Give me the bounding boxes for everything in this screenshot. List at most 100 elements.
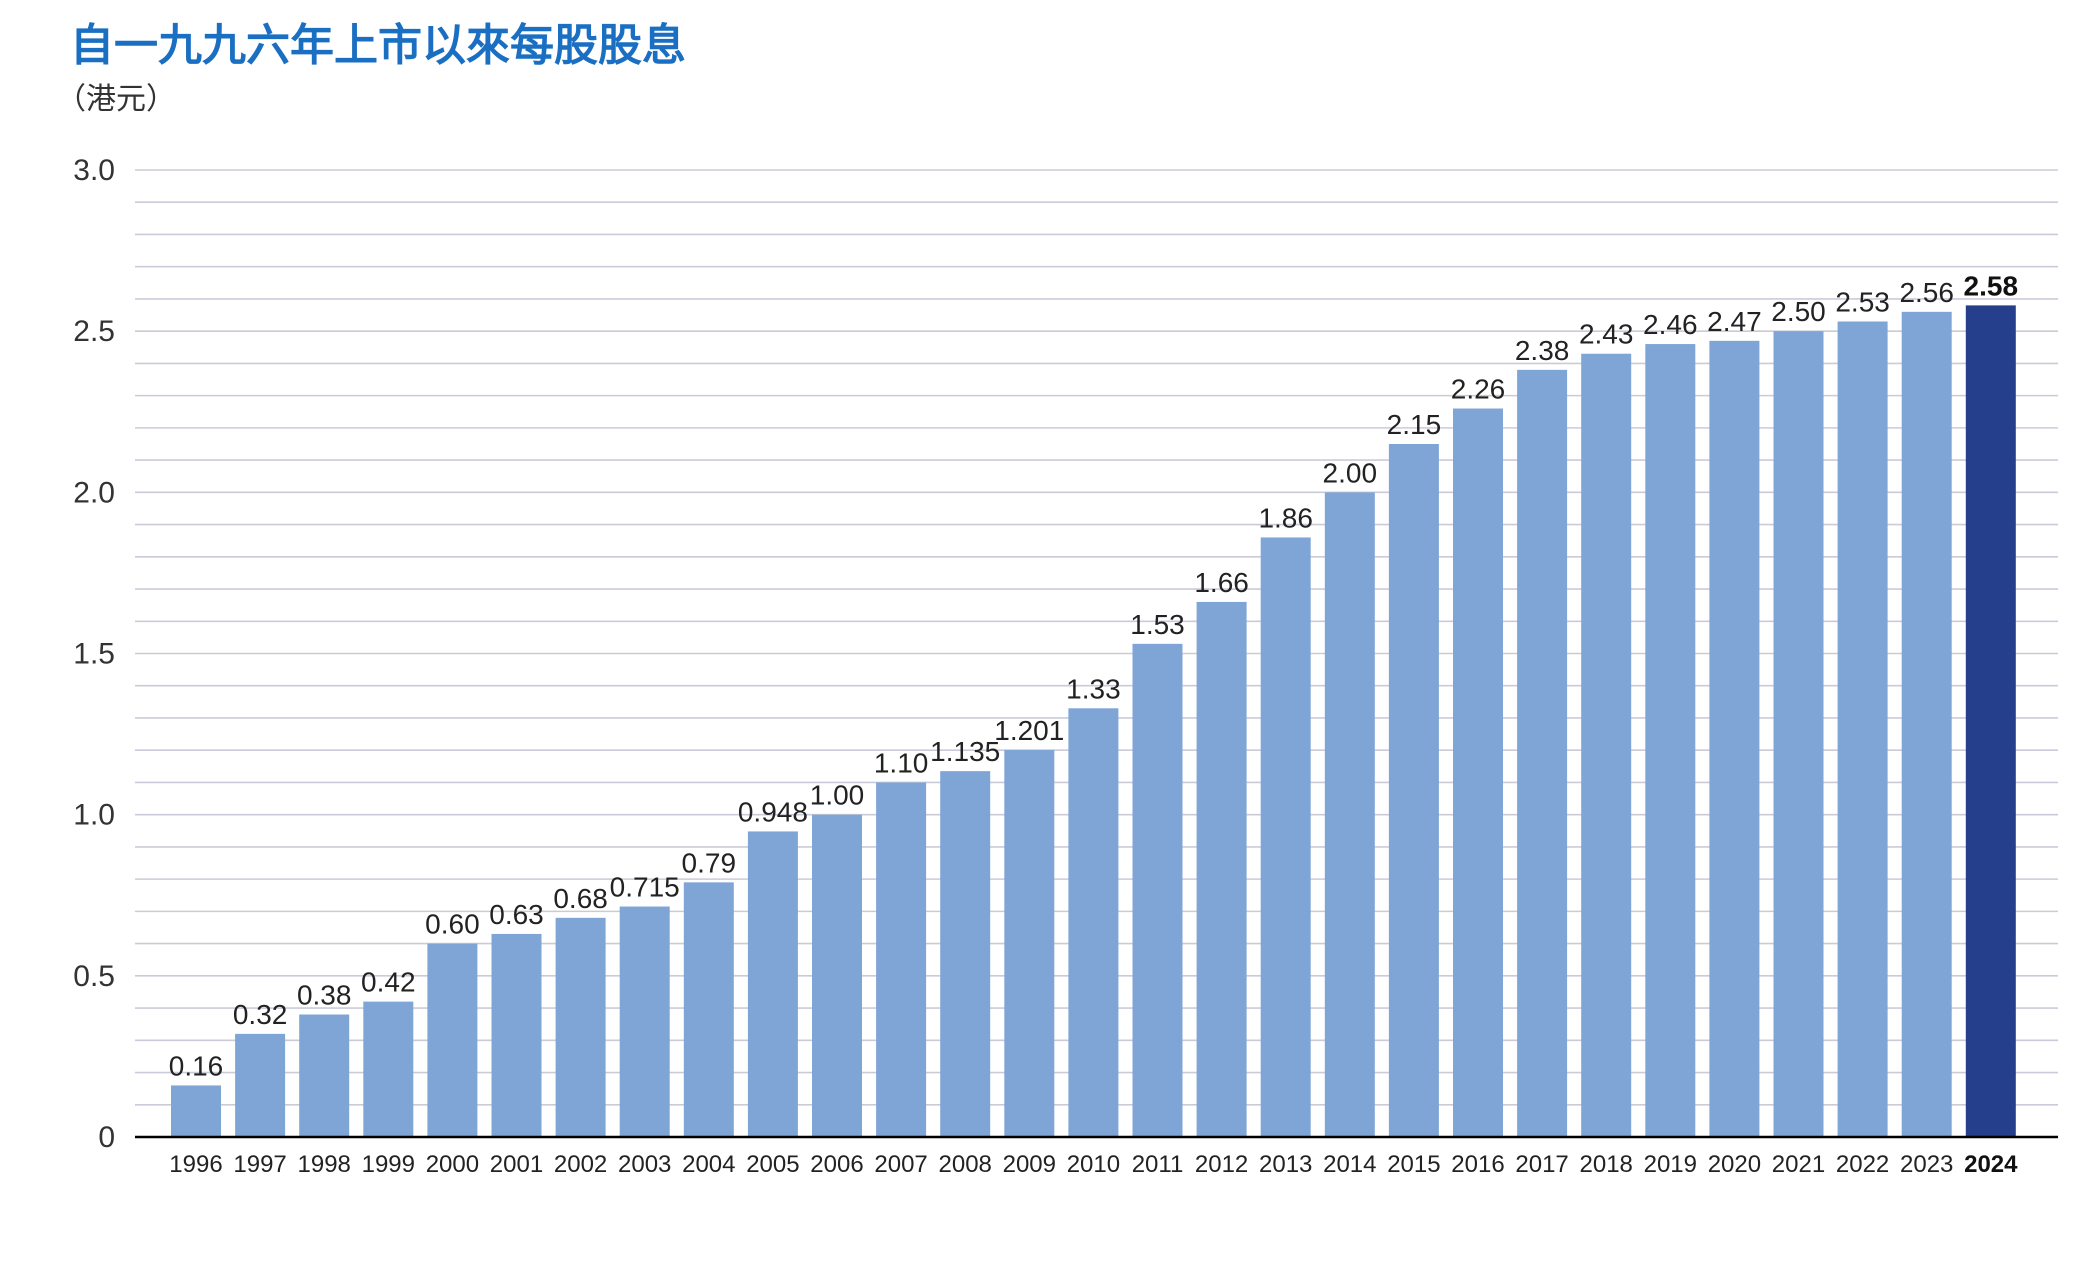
x-tick-label-1999: 1999 xyxy=(362,1151,415,1178)
bar-2016 xyxy=(1453,408,1503,1137)
x-tick-label-2021: 2021 xyxy=(1772,1151,1825,1178)
data-label-2009: 1.201 xyxy=(994,715,1064,746)
data-label-2004: 0.79 xyxy=(682,847,737,878)
data-label-1997: 0.32 xyxy=(233,999,288,1030)
bar-2013 xyxy=(1260,537,1311,1137)
x-tick-label-2006: 2006 xyxy=(810,1151,863,1178)
x-tick-label-2003: 2003 xyxy=(618,1151,671,1178)
data-label-2017: 2.38 xyxy=(1515,335,1570,366)
data-label-1999: 0.42 xyxy=(361,967,416,998)
bar-2004 xyxy=(683,882,734,1137)
data-label-1996: 0.16 xyxy=(169,1050,224,1081)
bar-2003 xyxy=(619,906,670,1137)
bar-2002 xyxy=(555,917,606,1137)
data-label-1998: 0.38 xyxy=(297,980,352,1011)
bar-2021 xyxy=(1773,331,1824,1138)
x-tick-label-2018: 2018 xyxy=(1580,1151,1633,1178)
data-label-2000: 0.60 xyxy=(425,909,480,940)
x-tick-label-2005: 2005 xyxy=(746,1151,799,1178)
data-label-2016: 2.26 xyxy=(1451,374,1506,405)
bar-2010 xyxy=(1068,708,1119,1137)
x-tick-label-1996: 1996 xyxy=(169,1151,222,1178)
x-tick-label-2023: 2023 xyxy=(1900,1151,1953,1178)
x-tick-label-2014: 2014 xyxy=(1323,1151,1376,1178)
bar-2000 xyxy=(427,943,478,1137)
bar-1997 xyxy=(235,1033,286,1137)
y-tick-label: 1.0 xyxy=(73,799,115,832)
bar-2001 xyxy=(491,933,542,1137)
data-label-2013: 1.86 xyxy=(1258,502,1313,533)
data-label-2011: 1.53 xyxy=(1130,609,1185,640)
chart-title: 自一九九六年上市以來每股股息 xyxy=(70,20,686,71)
bar-1998 xyxy=(299,1014,350,1137)
bars xyxy=(171,305,2016,1138)
x-tick-label-2020: 2020 xyxy=(1708,1151,1761,1178)
data-label-2010: 1.33 xyxy=(1066,673,1121,704)
bar-1999 xyxy=(363,1001,414,1137)
x-axis-ticks: 1996 1997 1998 1999 2000 2001 2002 2003 2004 2005… xyxy=(169,1151,2018,1178)
data-label-2015: 2.15 xyxy=(1387,409,1442,440)
data-label-2003: 0.715 xyxy=(610,872,680,903)
x-tick-label-2015: 2015 xyxy=(1387,1151,1440,1178)
bar-2005 xyxy=(747,831,798,1137)
data-labels: 0.16 0.32 0.38 0.42 0.60 0.63 0.68 0.7150.790.9… xyxy=(169,270,2018,1081)
y-tick-label: 2.0 xyxy=(73,476,115,509)
y-axis-ticks: 0 0.5 1.0 1.5 2.0 2.5 3.0 xyxy=(73,154,115,1154)
data-label-2012: 1.66 xyxy=(1194,567,1249,598)
unit-label: （港元） xyxy=(56,82,176,117)
data-label-2023: 2.56 xyxy=(1899,277,1954,308)
bar-2011 xyxy=(1132,643,1183,1137)
bar-2012 xyxy=(1196,601,1247,1137)
data-label-2021: 2.50 xyxy=(1771,296,1826,327)
x-tick-label-1997: 1997 xyxy=(233,1151,286,1178)
bar-2017 xyxy=(1517,369,1568,1137)
bar-2019 xyxy=(1645,344,1696,1137)
bar-1996 xyxy=(171,1085,221,1137)
bar-2015 xyxy=(1388,443,1439,1137)
x-tick-label-2011: 2011 xyxy=(1132,1151,1184,1178)
x-tick-label-2008: 2008 xyxy=(939,1151,992,1178)
data-label-2008: 1.135 xyxy=(930,736,1000,767)
data-label-2024: 2.58 xyxy=(1964,270,2019,301)
bar-2009 xyxy=(1004,749,1055,1137)
x-tick-label-2002: 2002 xyxy=(554,1151,607,1178)
data-label-2001: 0.63 xyxy=(489,899,544,930)
y-tick-label: 3.0 xyxy=(73,154,115,187)
data-label-2014: 2.00 xyxy=(1323,457,1378,488)
y-tick-label: 1.5 xyxy=(73,638,115,671)
bar-2007 xyxy=(876,782,927,1137)
data-label-2018: 2.43 xyxy=(1579,319,1634,350)
data-label-2020: 2.47 xyxy=(1707,306,1762,337)
x-tick-label-2009: 2009 xyxy=(1003,1151,1056,1178)
data-label-2019: 2.46 xyxy=(1643,309,1698,340)
bar-2008 xyxy=(940,771,991,1137)
x-tick-label-2000: 2000 xyxy=(426,1151,479,1178)
data-label-2006: 1.00 xyxy=(810,780,865,811)
x-tick-label-2001: 2001 xyxy=(490,1151,543,1178)
data-label-2007: 1.10 xyxy=(874,747,929,778)
x-tick-label-2004: 2004 xyxy=(682,1151,735,1178)
x-tick-label-2013: 2013 xyxy=(1259,1151,1312,1178)
bar-2018 xyxy=(1581,353,1632,1138)
x-tick-label-2010: 2010 xyxy=(1067,1151,1120,1178)
bar-2022 xyxy=(1837,321,1888,1137)
y-tick-label: 0.5 xyxy=(73,960,115,993)
x-tick-label-2019: 2019 xyxy=(1644,1151,1697,1178)
x-tick-label-2022: 2022 xyxy=(1836,1151,1889,1178)
y-tick-label: 0 xyxy=(98,1121,115,1154)
bar-2023 xyxy=(1901,311,1952,1137)
x-tick-label-2012: 2012 xyxy=(1195,1151,1248,1178)
y-tick-label: 2.5 xyxy=(73,315,115,348)
data-label-2022: 2.53 xyxy=(1835,286,1890,317)
x-tick-label-2017: 2017 xyxy=(1515,1151,1568,1178)
data-label-2002: 0.68 xyxy=(553,883,608,914)
data-label-2005: 0.948 xyxy=(738,796,808,827)
bar-2014 xyxy=(1324,492,1375,1137)
x-tick-label-2016: 2016 xyxy=(1451,1151,1504,1178)
bar-2006 xyxy=(812,814,862,1137)
x-tick-label-2024: 2024 xyxy=(1964,1151,2018,1178)
bar-2020 xyxy=(1709,340,1760,1137)
x-tick-label-1998: 1998 xyxy=(298,1151,351,1178)
bar-2024 xyxy=(1965,305,2016,1137)
